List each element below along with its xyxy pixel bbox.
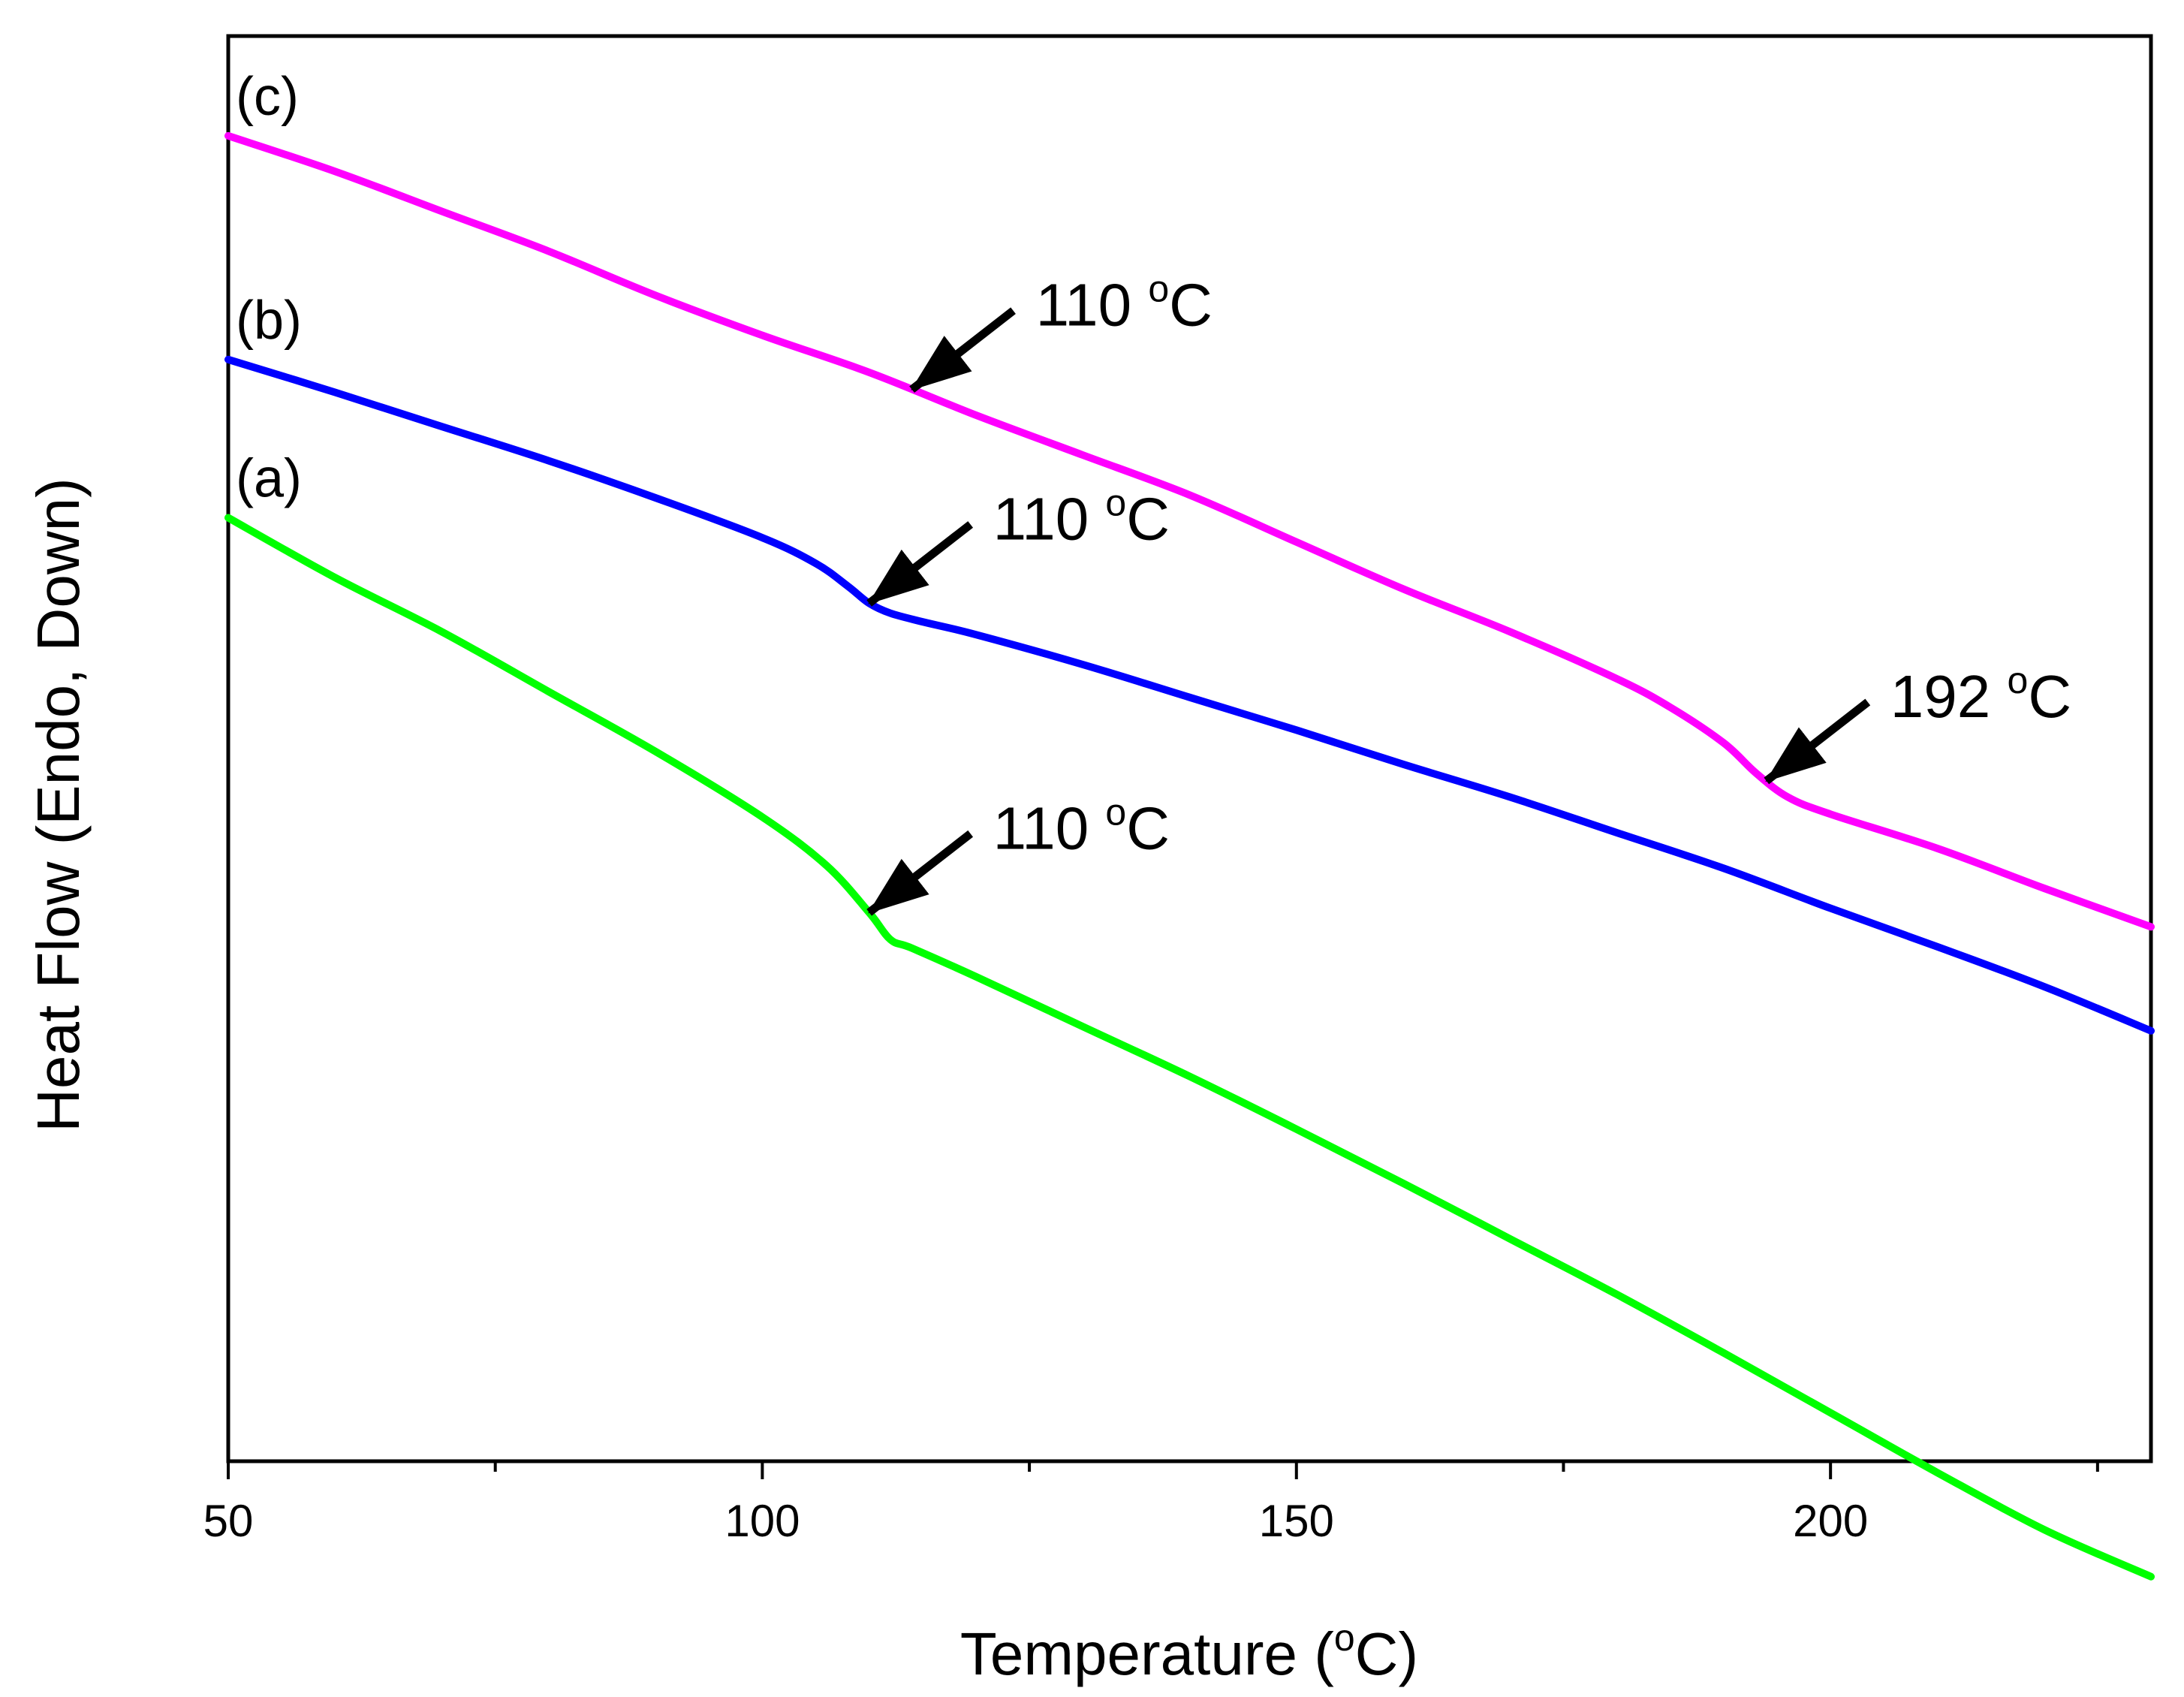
x-axis-tick-labels: 50 100 150 200: [203, 1496, 1869, 1546]
annotation-label: 110 oC: [993, 481, 1170, 552]
plot-area: [226, 34, 2153, 1463]
x-tick-label: 200: [1793, 1496, 1868, 1546]
annotation-label: 110 oC: [1036, 268, 1212, 339]
curve-label: (c): [236, 67, 299, 127]
series-line: [224, 514, 2155, 1581]
annotation-arrow: [909, 307, 1016, 393]
annotation-arrow: [1764, 698, 1871, 785]
curve-labels: (a) (b) (c): [236, 67, 302, 509]
annotation-arrow: [866, 521, 974, 607]
y-axis-title: Heat Flow (Endo, Down): [25, 478, 92, 1132]
x-axis-title: Temperature (oC): [960, 1617, 1418, 1687]
annotations: 110 oC 110 oC 110 oC 192 oC: [866, 268, 2071, 916]
x-tick-label: 50: [203, 1496, 254, 1546]
curve-label: (b): [236, 291, 302, 351]
annotation-label: 110 oC: [993, 791, 1170, 861]
series-layer: [224, 131, 2155, 1581]
plot-frame: [226, 34, 2153, 1463]
series-line: [224, 355, 2155, 1035]
annotation-arrow: [866, 830, 974, 916]
annotation-label: 192 oC: [1890, 659, 2071, 730]
curve-label: (a): [236, 449, 302, 509]
x-axis-ticks: [227, 1461, 2099, 1479]
series-line: [224, 131, 2155, 931]
x-tick-label: 100: [724, 1496, 800, 1546]
x-tick-label: 150: [1259, 1496, 1334, 1546]
